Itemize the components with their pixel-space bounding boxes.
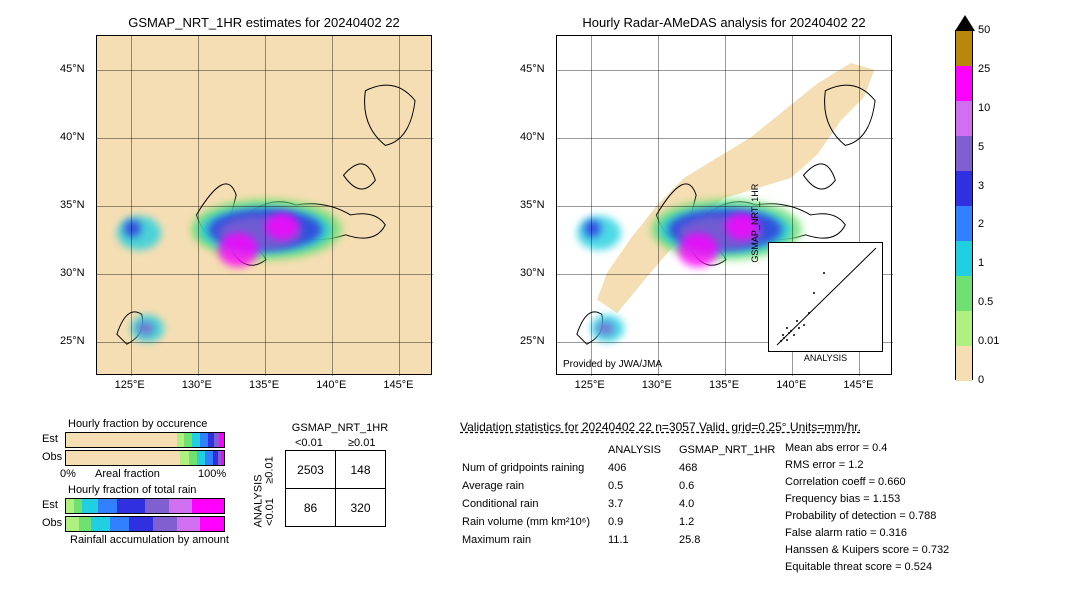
scatter-inset: ANALYSIS GSMAP_NRT_1HR bbox=[768, 242, 883, 352]
left-map bbox=[96, 35, 432, 375]
stats-table: ANALYSISGSMAP_NRT_1HRNum of gridpoints r… bbox=[460, 440, 793, 550]
stats-header: Validation statistics for 20240402 22 n=… bbox=[460, 420, 861, 434]
left-map-title: GSMAP_NRT_1HR estimates for 20240402 22 bbox=[96, 15, 432, 30]
colorbar bbox=[955, 30, 973, 380]
stats-metrics: Mean abs error = 0.4RMS error = 1.2Corre… bbox=[785, 440, 949, 576]
fraction-bar bbox=[65, 450, 225, 466]
contingency-table: 2503148 86320 bbox=[285, 450, 386, 527]
right-map-title: Hourly Radar-AMeDAS analysis for 2024040… bbox=[556, 15, 892, 30]
right-map: ANALYSIS GSMAP_NRT_1HR Provided by JWA/J… bbox=[556, 35, 892, 375]
fraction-bar bbox=[65, 516, 225, 532]
fraction-bar bbox=[65, 432, 225, 448]
attribution: Provided by JWA/JMA bbox=[563, 359, 662, 370]
fraction-bar bbox=[65, 498, 225, 514]
ctable-title: GSMAP_NRT_1HR bbox=[290, 422, 390, 434]
